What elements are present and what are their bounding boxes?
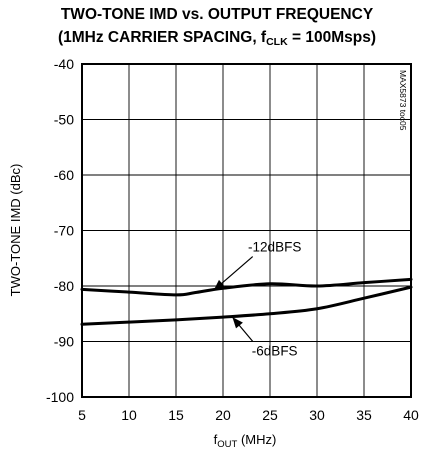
x-tick-label: 35: [356, 407, 372, 423]
title-line-2-pre: (1MHz CARRIER SPACING, f: [58, 29, 267, 46]
plot-frame: [81, 63, 412, 398]
series-line: [80, 277, 413, 297]
title-line-2-post: = 100Msps): [288, 29, 376, 46]
series-line: [80, 285, 413, 326]
annotation-arrowhead: [213, 279, 225, 291]
x-tick-label: 40: [403, 407, 419, 423]
title-line-2-sub: CLK: [266, 36, 288, 48]
y-tick-label: -50: [54, 112, 74, 128]
chart-title-line-2: (1MHz CARRIER SPACING, fCLK = 100Msps): [58, 29, 376, 48]
x-tick-labels: 5 10 15 20 25 30 35 40: [78, 407, 419, 423]
y-tick-label: -70: [54, 223, 74, 239]
annotation-arrowhead: [232, 317, 243, 329]
figure-code: MAX5873 toc05: [398, 70, 408, 131]
x-tick-label: 5: [78, 407, 86, 423]
x-axis-label: fOUT (MHz): [214, 432, 277, 450]
y-tick-label: -60: [54, 167, 74, 183]
annotation-label: -6dBFS: [252, 343, 298, 358]
grid-lines: [82, 64, 411, 397]
x-tick-label: 25: [262, 407, 278, 423]
x-tick-label: 15: [168, 407, 184, 423]
x-label-sub: OUT: [217, 439, 237, 450]
y-tick-label: -90: [54, 334, 74, 350]
x-label-post: (MHz): [237, 432, 276, 447]
series-lines: [80, 277, 413, 326]
x-tick-label: 20: [215, 407, 231, 423]
y-tick-label: -40: [54, 56, 74, 72]
annotations: -12dBFS -6dBFS: [213, 240, 301, 358]
y-tick-labels: -40 -50 -60 -70 -80 -90 -100: [46, 56, 74, 405]
x-label-pre: f: [214, 432, 218, 447]
x-tick-label: 10: [121, 407, 137, 423]
y-tick-label: -80: [54, 278, 74, 294]
x-tick-label: 30: [309, 407, 325, 423]
annotation-label: -12dBFS: [248, 240, 301, 255]
chart-title-line-1: TWO-TONE IMD vs. OUTPUT FREQUENCY: [61, 6, 374, 23]
y-axis-label: TWO-TONE IMD (dBc): [8, 164, 23, 297]
y-tick-label: -100: [46, 389, 74, 405]
